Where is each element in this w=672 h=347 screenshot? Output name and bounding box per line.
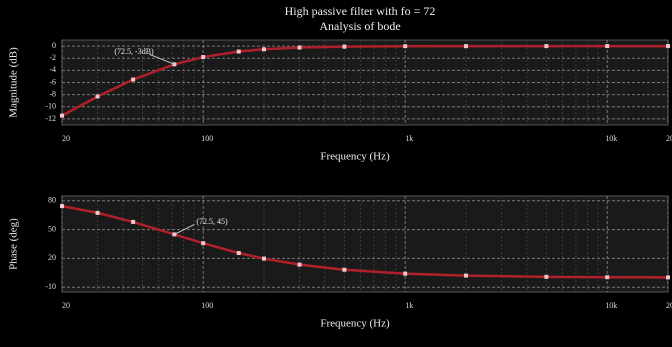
x-axis-label: Frequency (Hz) [320,318,390,330]
data-point [60,113,64,118]
x-tick-label: 1k [405,134,413,143]
data-point [297,262,302,267]
data-point [666,275,670,280]
data-point [464,44,468,49]
annotation: (72.5, -3dB) [114,47,154,56]
data-point [236,251,241,256]
x-axis-label: Frequency (Hz) [320,151,390,163]
data-point [342,44,347,49]
data-point [605,275,610,280]
data-point [262,47,266,52]
data-point [403,271,408,276]
data-point [666,44,670,49]
data-point [131,77,136,82]
data-point [403,44,408,49]
data-point [544,44,549,49]
y-tick-label: -4 [49,65,56,74]
data-point [605,44,610,49]
x-tick-label: 20 [62,301,70,310]
x-tick-label: 100 [201,134,213,143]
y-axis-label: Phase (deg) [8,218,20,270]
x-tick-label: 20 [62,134,70,143]
y-axis-label: Magnitude (dB) [8,47,20,118]
y-tick-label: 80 [48,196,56,205]
y-tick-label: -8 [49,89,56,98]
y-tick-label: 20 [48,253,56,262]
y-tick-label: 0 [52,41,56,50]
y-tick-label: -10 [45,102,56,111]
data-point [544,274,549,279]
annotation: (72.5, 45) [196,217,228,226]
x-tick-label: 100 [201,301,213,310]
y-tick-label: -12 [45,114,56,123]
series-line [61,204,669,279]
data-point [201,55,206,60]
data-point [342,267,347,272]
y-tick-label: -10 [45,282,56,291]
data-point [236,49,241,54]
data-point [131,219,136,224]
data-point [95,94,100,99]
data-point [95,210,100,215]
x-tick-label: 10k [605,134,617,143]
chart-title: High passive filter with fo = 72 [285,4,436,18]
data-point [262,256,266,261]
data-point [60,204,64,209]
data-point [297,45,302,50]
data-point [464,273,468,278]
x-tick-label: 20k [666,134,672,143]
annotation-leader [149,53,175,65]
x-tick-label: 20k [666,301,672,310]
x-tick-label: 1k [405,301,413,310]
chart-subtitle: Analysis of bode [319,19,400,33]
y-tick-label: -6 [49,77,56,86]
data-point [201,241,206,246]
x-tick-label: 10k [605,301,617,310]
annotation-leader [174,223,195,235]
series-line [61,44,668,117]
y-tick-label: -2 [49,53,56,62]
y-tick-label: 50 [48,224,56,233]
